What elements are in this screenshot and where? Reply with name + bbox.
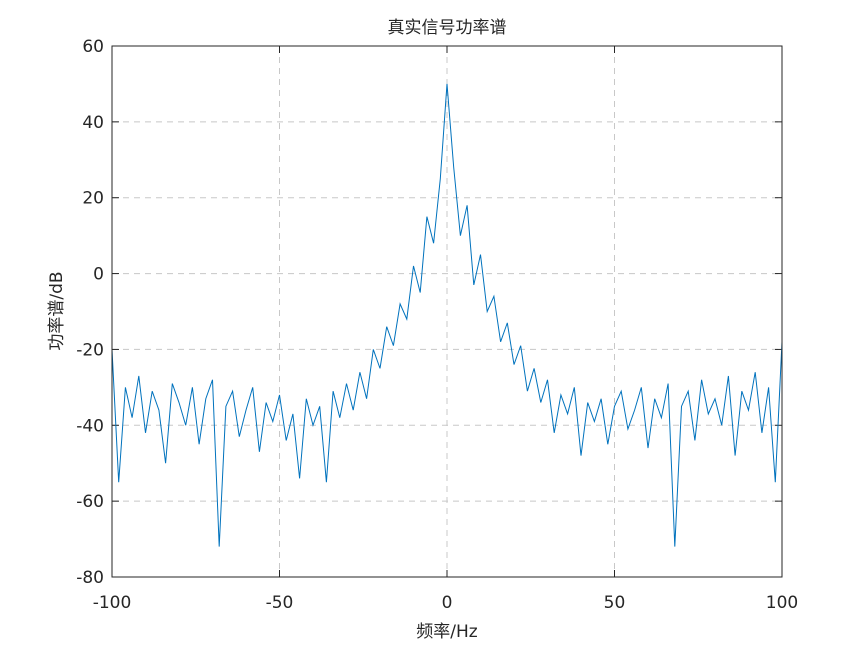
y-tick-label: -40 xyxy=(76,416,104,436)
y-tick-label: 60 xyxy=(82,37,104,57)
series-line xyxy=(111,83,783,547)
axes-box xyxy=(111,45,783,578)
x-tick-label: 50 xyxy=(604,593,626,613)
y-axis-label: 功率谱/dB xyxy=(47,271,67,350)
chart-title: 真实信号功率谱 xyxy=(388,18,507,38)
x-tick-label: -50 xyxy=(266,593,294,613)
y-tick-label: -20 xyxy=(76,340,104,360)
y-tick-label: -80 xyxy=(76,568,104,588)
x-axis-label: 频率/Hz xyxy=(416,622,478,642)
x-tick-label: -100 xyxy=(93,593,132,613)
y-tick-label: 20 xyxy=(82,189,104,209)
y-tick-label: 40 xyxy=(82,113,104,133)
x-tick-label: 100 xyxy=(766,593,798,613)
y-tick-label: 0 xyxy=(93,265,104,285)
x-tick-label: 0 xyxy=(442,593,453,613)
y-tick-label: -60 xyxy=(76,492,104,512)
